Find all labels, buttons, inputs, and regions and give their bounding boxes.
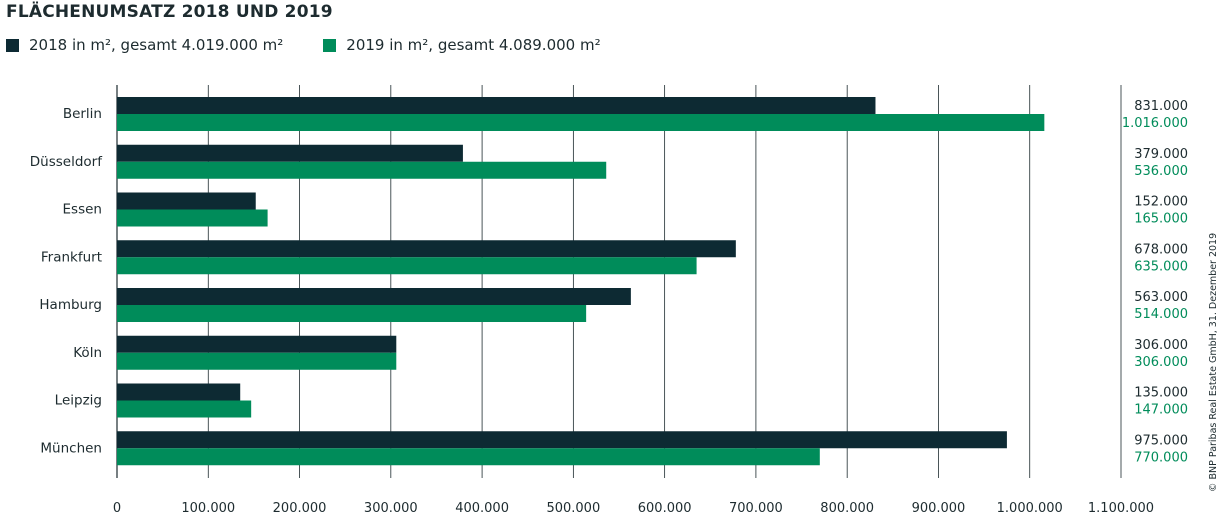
category-label: Düsseldorf (30, 154, 103, 170)
category-label: Berlin (63, 106, 102, 122)
value-label: 678.000 (1134, 242, 1188, 257)
x-tick-label: 200.000 (273, 501, 327, 516)
x-tick-label: 500.000 (546, 501, 600, 516)
x-tick-label: 400.000 (455, 501, 509, 516)
value-label: 831.000 (1134, 99, 1188, 114)
bar-2018 (117, 97, 876, 114)
x-tick-label: 900.000 (912, 501, 966, 516)
bars (117, 97, 1045, 466)
value-label: 514.000 (1134, 307, 1188, 322)
value-label: 152.000 (1134, 195, 1188, 210)
value-label: 135.000 (1134, 386, 1188, 401)
value-label: 379.000 (1134, 147, 1188, 162)
category-labels: Berlin Düsseldorf Essen Frankfurt Hamburg Köl… (30, 106, 103, 456)
credit-text: © BNP Paribas Real Estate GmbH, 31. Deze… (1208, 233, 1219, 492)
bar-2018 (117, 335, 397, 353)
bar-2018 (117, 192, 256, 210)
value-label: 770.000 (1134, 450, 1188, 465)
bar-2018 (117, 383, 241, 401)
bar-2018 (117, 240, 736, 258)
category-label: Essen (63, 202, 102, 218)
category-label: München (40, 440, 102, 456)
value-label: 536.000 (1134, 164, 1188, 179)
legend: 2018 in m², gesamt 4.019.000 m² 2019 in … (6, 36, 601, 54)
credit-block: © BNP Paribas Real Estate GmbH, 31. Deze… (1208, 233, 1219, 492)
bar-2018 (117, 431, 1007, 449)
bar-2019 (117, 209, 268, 227)
legend-label-2019: 2019 in m², gesamt 4.089.000 m² (346, 36, 601, 54)
value-label: 306.000 (1134, 338, 1188, 353)
bar-2019 (117, 161, 607, 179)
value-label: 563.000 (1134, 290, 1188, 305)
bar-2018 (117, 144, 463, 162)
bar-2019 (117, 114, 1045, 131)
category-label: Köln (73, 345, 102, 361)
category-label: Hamburg (39, 297, 102, 313)
x-tick-label: 700.000 (729, 501, 783, 516)
chart-title: FLÄCHENUMSATZ 2018 UND 2019 (6, 2, 333, 22)
value-label: 147.000 (1134, 403, 1188, 418)
category-label: Frankfurt (41, 249, 102, 265)
value-label: 165.000 (1134, 212, 1188, 227)
x-tick-label: 100.000 (181, 501, 235, 516)
bar-2019 (117, 400, 252, 418)
legend-swatch-2018 (6, 38, 19, 52)
legend-label-2018: 2018 in m², gesamt 4.019.000 m² (29, 36, 284, 54)
bar-2019 (117, 257, 697, 275)
x-tick-label: 0 (113, 501, 121, 516)
value-label: 975.000 (1134, 433, 1188, 448)
x-tick-labels: 0 100.000 200.000 300.000 400.000 500.000 600.… (113, 501, 1154, 516)
value-label: 1.016.000 (1122, 116, 1188, 131)
value-labels: 831.000 1.016.000 379.000 536.000 152.000 165… (1122, 99, 1188, 465)
x-tick-label: 300.000 (364, 501, 418, 516)
bar-2019 (117, 305, 587, 322)
category-label: Leipzig (55, 393, 102, 409)
value-label: 635.000 (1134, 259, 1188, 274)
legend-item-2019: 2019 in m², gesamt 4.089.000 m² (323, 36, 601, 54)
legend-swatch-2019 (323, 38, 337, 52)
bar-2018 (117, 288, 631, 305)
x-tick-label: 600.000 (638, 501, 692, 516)
legend-item-2018: 2018 in m², gesamt 4.019.000 m² (6, 36, 283, 54)
x-tick-label: 1.100.000 (1088, 501, 1154, 516)
bar-2019 (117, 352, 397, 370)
gridlines (116, 85, 1122, 478)
x-tick-label: 1.000.000 (997, 501, 1063, 516)
value-label: 306.000 (1134, 355, 1188, 370)
bar-2019 (117, 448, 820, 466)
x-tick-label: 800.000 (820, 501, 874, 516)
